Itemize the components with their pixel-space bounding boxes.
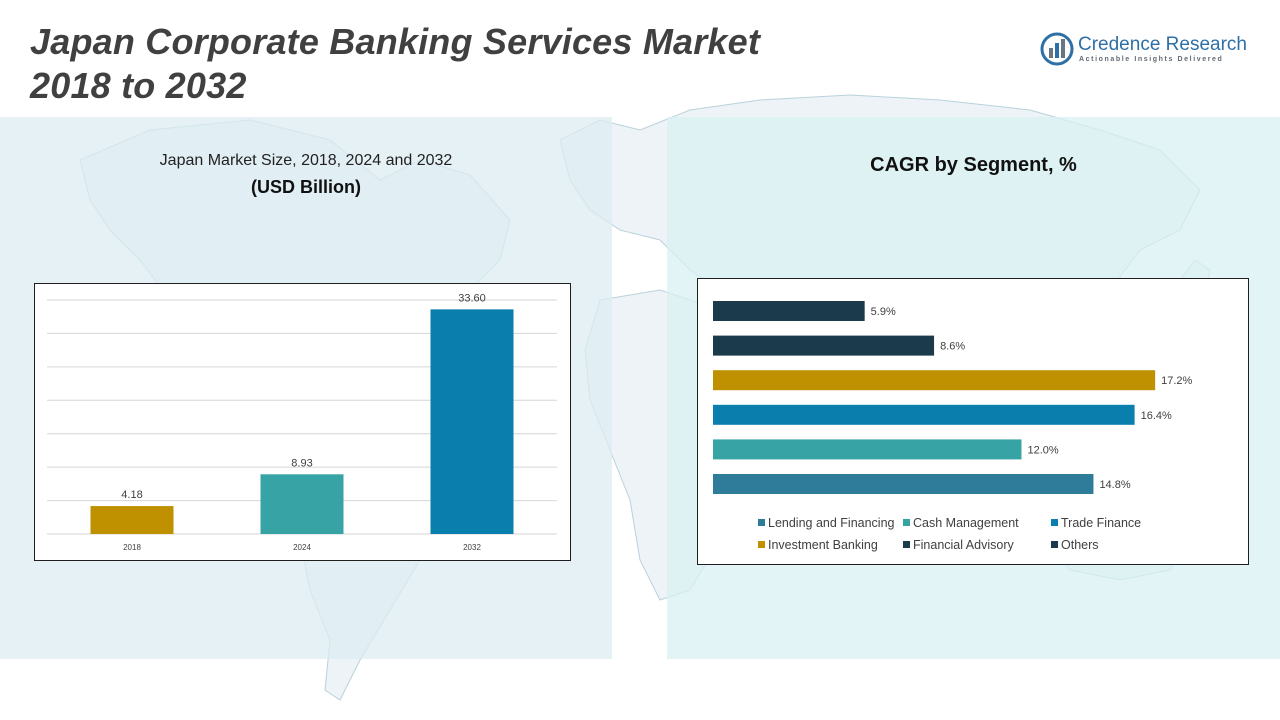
- page-title: Japan Corporate Banking Services Market …: [30, 20, 760, 108]
- x-tick-2024: 2024: [293, 543, 311, 552]
- legend-swatch: [903, 519, 910, 526]
- cagr-chart-svg: 5.9% 8.6% 17.2% 16.4% 12.0% 14.8%: [713, 301, 1193, 494]
- value-label-others: 5.9%: [871, 306, 896, 318]
- legend-item-cash-management: Cash Management: [903, 516, 1019, 530]
- market-size-chart-svg: 4.18 2018 8.93 2024 33.60 2032: [47, 292, 557, 552]
- legend-item-trade-finance: Trade Finance: [1051, 516, 1141, 530]
- value-label-cash-management: 12.0%: [1027, 444, 1058, 456]
- bar-2018: [90, 506, 174, 534]
- legend-label: Trade Finance: [1061, 516, 1142, 530]
- legend-item-financial-advisory: Financial Advisory: [903, 538, 1014, 552]
- value-label-2018: 4.18: [121, 489, 142, 501]
- value-label-investment-banking: 17.2%: [1161, 375, 1192, 387]
- logo-mark-icon: [1040, 32, 1074, 66]
- legend-label: Cash Management: [913, 516, 1019, 530]
- value-label-2024: 8.93: [291, 457, 312, 469]
- legend-label: Others: [1061, 538, 1099, 552]
- x-tick-2032: 2032: [463, 543, 481, 552]
- bar-cash-management: [713, 439, 1022, 460]
- x-tick-2018: 2018: [123, 543, 141, 552]
- cagr-title: CAGR by Segment, %: [870, 154, 1077, 176]
- legend-label: Lending and Financing: [768, 516, 895, 530]
- bar-trade-finance: [713, 404, 1135, 425]
- logo-name: Credence Research: [1078, 34, 1247, 55]
- legend-swatch: [1051, 541, 1058, 548]
- legend-label: Investment Banking: [768, 538, 878, 552]
- page-title-line-2: 2018 to 2032: [30, 65, 247, 106]
- bar-2032: [430, 309, 514, 534]
- value-label-trade-finance: 16.4%: [1141, 410, 1172, 422]
- legend-swatch: [1051, 519, 1058, 526]
- value-label-lending-and-financing: 14.8%: [1099, 479, 1130, 491]
- bar-2024: [260, 474, 344, 534]
- bar-financial-advisory: [713, 335, 935, 356]
- legend-swatch: [758, 541, 765, 548]
- legend-swatch: [758, 519, 765, 526]
- legend-item-lending-and-financing: Lending and Financing: [758, 516, 895, 530]
- market-size-unit: (USD Billion): [251, 177, 361, 197]
- market-size-chart: 4.18 2018 8.93 2024 33.60 2032: [34, 283, 571, 561]
- value-label-financial-advisory: 8.6%: [940, 341, 965, 353]
- market-size-subtitle: Japan Market Size, 2018, 2024 and 2032: [159, 152, 453, 169]
- bar-investment-banking: [713, 370, 1156, 391]
- credence-research-logo: Credence Research Actionable Insights De…: [1040, 30, 1260, 70]
- legend-item-others: Others: [1051, 538, 1099, 552]
- legend-swatch: [903, 541, 910, 548]
- legend-item-investment-banking: Investment Banking: [758, 538, 878, 552]
- legend-label: Financial Advisory: [913, 538, 1014, 552]
- bar-lending-and-financing: [713, 474, 1094, 494]
- value-label-2032: 33.60: [458, 292, 486, 304]
- cagr-chart: 5.9% 8.6% 17.2% 16.4% 12.0% 14.8% Lending and…: [697, 278, 1249, 565]
- logo-tagline: Actionable Insights Delivered: [1079, 56, 1224, 63]
- page-title-line-1: Japan Corporate Banking Services Market: [30, 21, 761, 62]
- bar-others: [713, 301, 865, 321]
